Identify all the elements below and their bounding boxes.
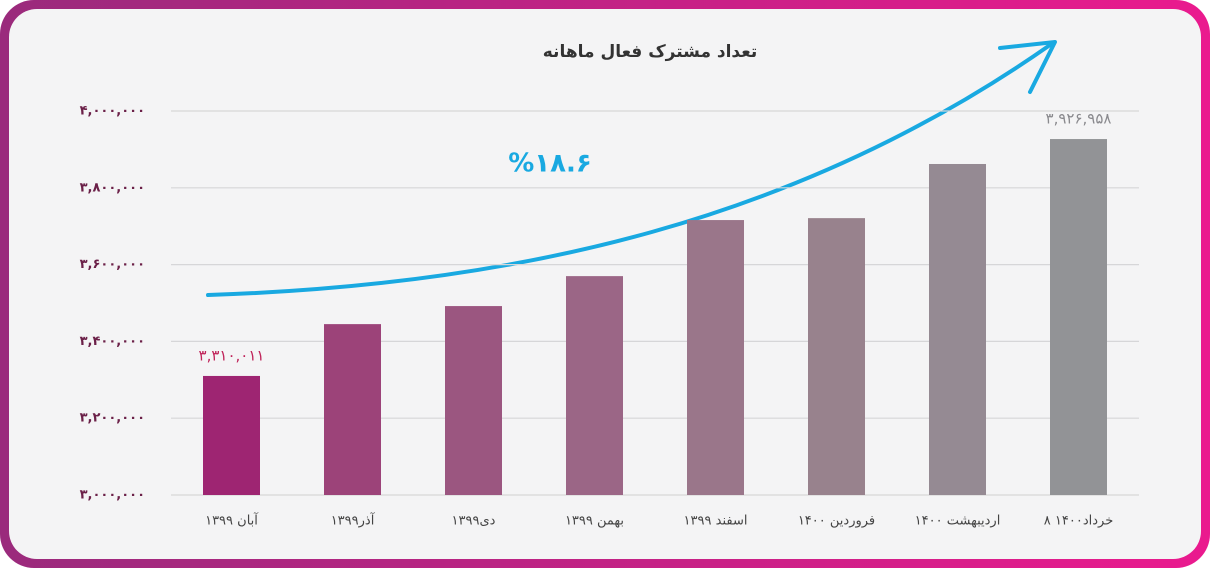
x-tick-label: ۸ خرداد۱۴۰۰ — [1044, 514, 1113, 529]
bar — [808, 218, 865, 496]
y-tick-label: ۳,۸۰۰,۰۰۰ — [80, 180, 145, 195]
value-label: ۳,۹۲۶,۹۵۸ — [1046, 110, 1112, 128]
bar — [1050, 139, 1107, 495]
trend-arrow — [206, 43, 1052, 297]
value-label: ۳,۳۱۰,۰۱۱ — [199, 346, 265, 364]
y-tick-label: ۳,۶۰۰,۰۰۰ — [80, 257, 145, 272]
x-tick-label: اسفند ۱۳۹۹ — [684, 514, 748, 529]
y-tick-label: ۳,۲۰۰,۰۰۰ — [80, 411, 145, 426]
y-tick-label: ۳,۴۰۰,۰۰۰ — [80, 334, 145, 349]
y-tick-label: ۴,۰۰۰,۰۰۰ — [80, 104, 145, 119]
bar — [324, 324, 381, 495]
x-tick-label: آذر۱۳۹۹ — [331, 512, 376, 529]
bar — [445, 306, 502, 495]
bar — [687, 220, 744, 495]
arrow-head — [998, 40, 1057, 94]
x-tick-label: آبان ۱۳۹۹ — [205, 512, 259, 529]
bar — [929, 163, 986, 495]
x-tick-label: فروردین ۱۴۰۰ — [798, 514, 875, 529]
x-tick-label: بهمن ۱۳۹۹ — [565, 514, 624, 529]
x-tick-label: دی۱۳۹۹ — [452, 514, 496, 529]
y-tick-label: ۳,۰۰۰,۰۰۰ — [80, 488, 145, 503]
chart-title: تعداد مشترک فعال ماهانه — [543, 42, 757, 62]
bar — [203, 375, 260, 495]
x-tick-label: اردیبهشت ۱۴۰۰ — [915, 514, 1001, 529]
growth-annotation: %۱۸.۶ — [508, 149, 592, 179]
bar — [566, 276, 623, 495]
